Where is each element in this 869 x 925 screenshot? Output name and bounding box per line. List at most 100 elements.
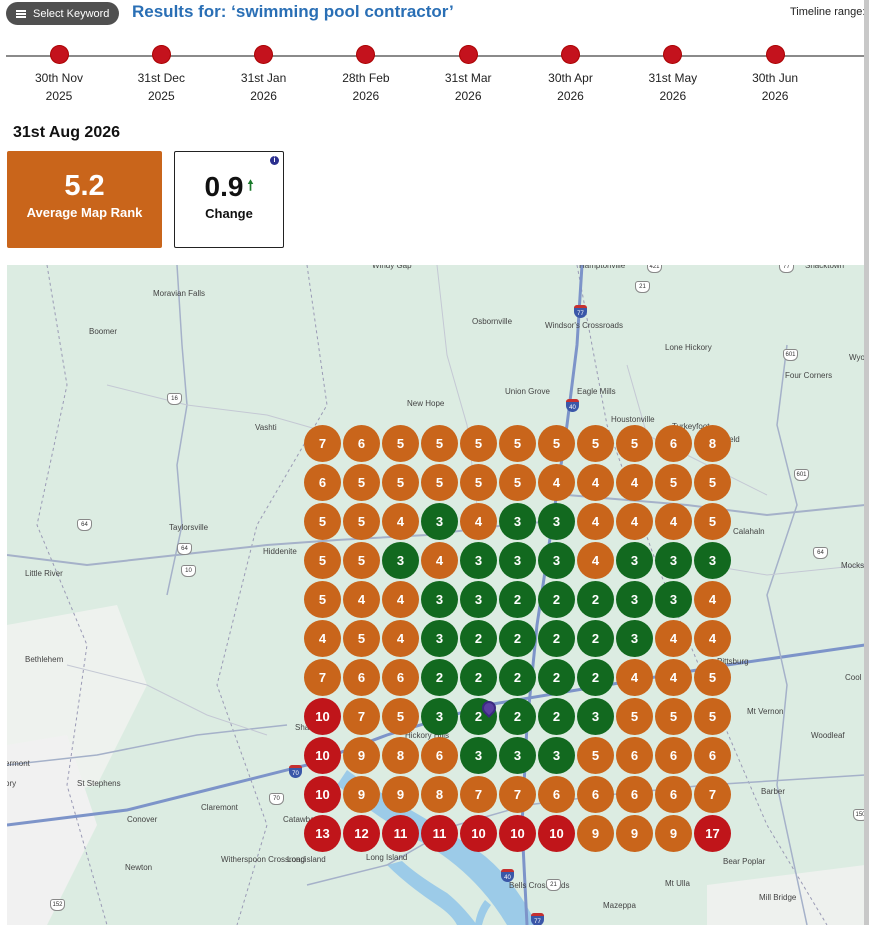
rank-marker[interactable]: 4 — [382, 581, 419, 618]
rank-marker[interactable]: 4 — [343, 581, 380, 618]
rank-marker[interactable]: 4 — [382, 620, 419, 657]
timeline-item[interactable]: 30th Apr 2026 — [526, 46, 616, 105]
rank-marker[interactable]: 5 — [343, 464, 380, 501]
rank-marker[interactable]: 4 — [577, 542, 614, 579]
rank-marker[interactable]: 5 — [694, 503, 731, 540]
rank-marker[interactable]: 3 — [616, 620, 653, 657]
rank-marker[interactable]: 5 — [421, 425, 458, 462]
timeline-item[interactable]: 31st Dec 2025 — [116, 46, 206, 105]
rank-marker[interactable]: 4 — [655, 659, 692, 696]
rank-marker[interactable]: 17 — [694, 815, 731, 852]
info-icon[interactable]: i — [270, 156, 279, 165]
rank-marker[interactable]: 5 — [616, 698, 653, 735]
rank-marker[interactable]: 3 — [616, 581, 653, 618]
rank-marker[interactable]: 7 — [499, 776, 536, 813]
rank-marker[interactable]: 3 — [655, 542, 692, 579]
timeline-item[interactable]: 28th Feb 2026 — [321, 46, 411, 105]
rank-marker[interactable]: 5 — [694, 659, 731, 696]
rank-marker[interactable]: 13 — [304, 815, 341, 852]
rank-marker[interactable]: 2 — [460, 620, 497, 657]
rank-marker[interactable]: 3 — [538, 542, 575, 579]
rank-marker[interactable]: 9 — [343, 776, 380, 813]
timeline-item[interactable]: 30th Nov 2025 — [14, 46, 104, 105]
rank-marker[interactable]: 3 — [655, 581, 692, 618]
rank-marker[interactable]: 11 — [382, 815, 419, 852]
timeline-range-label[interactable]: Timeline range: — [790, 6, 866, 18]
rank-marker[interactable]: 3 — [499, 503, 536, 540]
rank-marker[interactable]: 3 — [421, 503, 458, 540]
rank-marker[interactable]: 5 — [655, 698, 692, 735]
rank-marker[interactable]: 9 — [382, 776, 419, 813]
timeline-dot[interactable] — [255, 46, 273, 63]
rank-marker[interactable]: 3 — [499, 737, 536, 774]
rank-marker[interactable]: 5 — [304, 581, 341, 618]
rank-marker[interactable]: 6 — [538, 776, 575, 813]
rank-marker[interactable]: 4 — [616, 464, 653, 501]
rank-marker[interactable]: 8 — [694, 425, 731, 462]
rank-marker[interactable]: 5 — [382, 698, 419, 735]
rank-marker[interactable]: 2 — [421, 659, 458, 696]
rank-marker[interactable]: 10 — [460, 815, 497, 852]
rank-marker[interactable]: 2 — [538, 698, 575, 735]
rank-marker[interactable]: 4 — [304, 620, 341, 657]
rank-marker[interactable]: 5 — [304, 503, 341, 540]
scrollbar[interactable] — [864, 0, 869, 925]
rank-marker[interactable]: 5 — [694, 698, 731, 735]
rank-marker[interactable]: 10 — [499, 815, 536, 852]
rank-marker[interactable]: 5 — [343, 503, 380, 540]
rank-marker[interactable]: 3 — [421, 581, 458, 618]
rank-marker[interactable]: 10 — [304, 776, 341, 813]
rank-marker[interactable]: 5 — [499, 425, 536, 462]
rank-marker[interactable]: 6 — [382, 659, 419, 696]
rank-marker[interactable]: 10 — [538, 815, 575, 852]
rank-marker[interactable]: 3 — [577, 698, 614, 735]
rank-marker[interactable]: 2 — [499, 620, 536, 657]
rank-marker[interactable]: 10 — [304, 698, 341, 735]
rank-marker[interactable]: 11 — [421, 815, 458, 852]
timeline-dot[interactable] — [766, 46, 784, 63]
rank-marker[interactable]: 6 — [343, 659, 380, 696]
rank-marker[interactable]: 6 — [304, 464, 341, 501]
timeline-item[interactable]: 31st Jan 2026 — [219, 46, 309, 105]
rank-marker[interactable]: 3 — [538, 737, 575, 774]
rank-marker[interactable]: 4 — [577, 464, 614, 501]
rank-marker[interactable]: 5 — [382, 425, 419, 462]
rank-marker[interactable]: 3 — [421, 698, 458, 735]
rank-marker[interactable]: 4 — [616, 503, 653, 540]
rank-marker[interactable]: 6 — [343, 425, 380, 462]
rank-marker[interactable]: 2 — [538, 581, 575, 618]
rank-marker[interactable]: 4 — [460, 503, 497, 540]
rank-marker[interactable]: 2 — [538, 620, 575, 657]
rank-marker[interactable]: 7 — [343, 698, 380, 735]
timeline-dot[interactable] — [664, 46, 682, 63]
rank-marker[interactable]: 5 — [616, 425, 653, 462]
rank-marker[interactable]: 6 — [655, 776, 692, 813]
rank-marker[interactable]: 3 — [694, 542, 731, 579]
rank-marker[interactable]: 5 — [382, 464, 419, 501]
rank-marker[interactable]: 4 — [694, 581, 731, 618]
timeline-dot[interactable] — [562, 46, 579, 63]
rank-marker[interactable]: 7 — [304, 659, 341, 696]
rank-marker[interactable]: 3 — [421, 620, 458, 657]
rank-marker[interactable]: 4 — [577, 503, 614, 540]
timeline-item[interactable]: 30th Jun 2026 — [730, 46, 820, 105]
rank-marker[interactable]: 5 — [343, 542, 380, 579]
rank-marker[interactable]: 2 — [499, 581, 536, 618]
rank-marker[interactable]: 6 — [616, 776, 653, 813]
rank-marker[interactable]: 9 — [343, 737, 380, 774]
rank-marker[interactable]: 5 — [304, 542, 341, 579]
rank-marker[interactable]: 3 — [538, 503, 575, 540]
rank-marker[interactable]: 2 — [460, 659, 497, 696]
rank-marker[interactable]: 12 — [343, 815, 380, 852]
rank-marker[interactable]: 5 — [421, 464, 458, 501]
rank-marker[interactable]: 3 — [460, 581, 497, 618]
rank-marker[interactable]: 10 — [304, 737, 341, 774]
rank-marker[interactable]: 2 — [577, 659, 614, 696]
rank-marker[interactable]: 2 — [538, 659, 575, 696]
rank-marker[interactable]: 2 — [499, 659, 536, 696]
select-keyword-button[interactable]: Select Keyword — [6, 2, 120, 25]
rank-marker[interactable]: 7 — [694, 776, 731, 813]
rank-marker[interactable]: 6 — [616, 737, 653, 774]
rank-marker[interactable]: 5 — [499, 464, 536, 501]
rank-marker[interactable]: 6 — [694, 737, 731, 774]
